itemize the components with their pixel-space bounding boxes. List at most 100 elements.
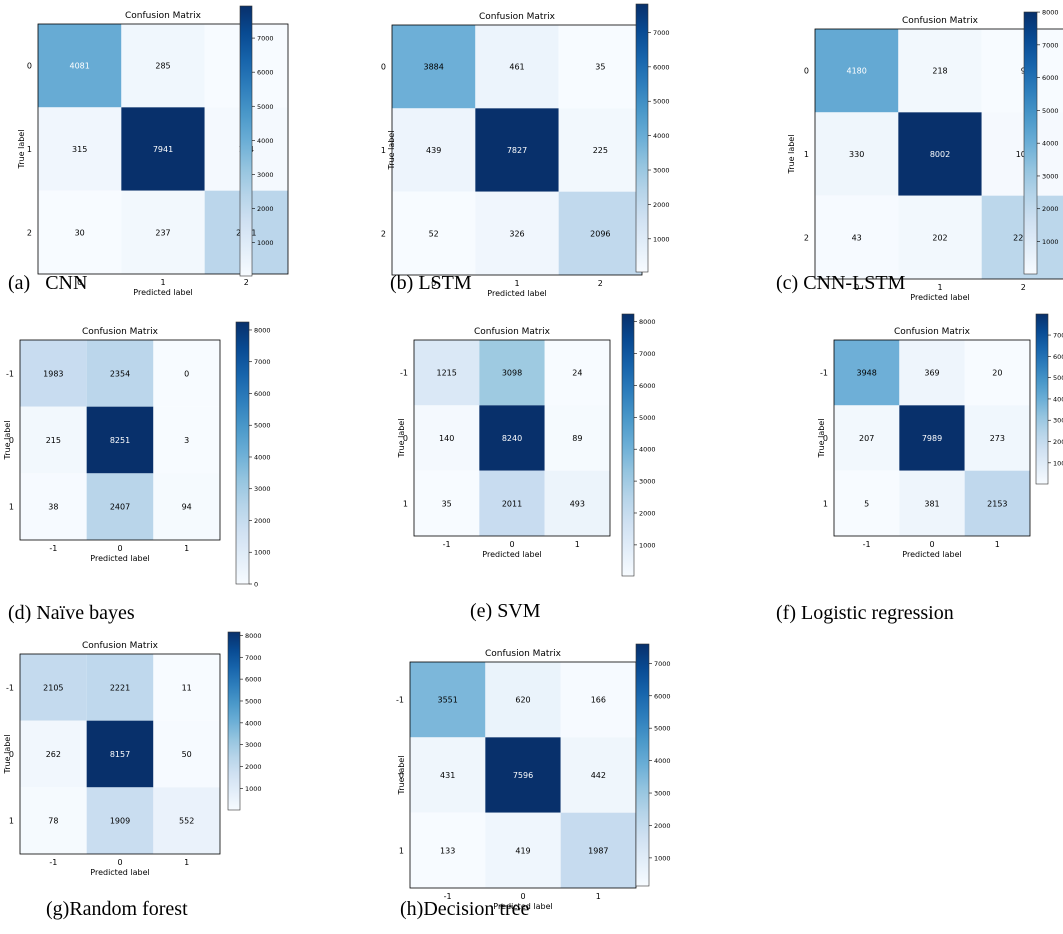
cell-value-label: 493 [570,499,585,508]
cell-value-label: 369 [924,369,939,378]
cell-value-label: 552 [179,817,194,826]
colorbar-tick-label: 1000 [257,239,274,247]
colorbar-tick-label: 7000 [245,654,262,662]
cell-value-label: 52 [429,229,439,238]
colorbar-tick-label: 1000 [245,785,262,793]
matrix-cell [153,720,220,788]
matrix-cell [981,195,1063,279]
colorbar-tick-label: 7000 [1053,332,1063,340]
cell-value-label: 285 [155,62,170,71]
x-tick-label: 0 [117,544,122,553]
x-tick-label: -1 [49,858,57,867]
cell-value-label: 78 [48,817,58,826]
x-tick-label: -1 [444,892,452,901]
x-tick-label: 0 [929,540,934,549]
matrix-cell [560,662,636,738]
matrix-cell [964,340,1030,406]
colorbar-tick-label: 0 [254,581,258,589]
colorbar-tick-label: 2000 [1053,438,1063,446]
matrix-cell [86,473,154,540]
confusion-matrix-chart-8: Confusion Matrix 3551 620 166 431 7596 442 133 4… [396,643,671,911]
y-tick-label: 1 [804,150,809,159]
y-axis-label: True label [817,419,826,459]
x-tick-label: -1 [443,540,451,549]
colorbar-tick-label: 6000 [1053,353,1063,361]
matrix-cell [475,25,559,109]
matrix-cell [485,737,561,813]
matrix-cell [410,662,486,738]
y-tick-label: 1 [27,145,32,154]
colorbar [621,313,635,577]
cell-value-label: 2221 [110,683,130,692]
matrix-cell [410,737,486,813]
colorbar [635,643,650,887]
figure-caption: (c) CNN-LSTM [776,272,906,294]
cell-value-label: 7941 [153,145,173,154]
colorbar-tick-label: 3000 [654,790,671,798]
colorbar-tick-label: 2000 [254,517,271,525]
matrix-cell [558,191,642,275]
cell-value-label: 4081 [69,62,89,71]
matrix-frame [413,339,611,537]
colorbar-tick-label: 3000 [653,167,670,175]
matrix-cell [899,470,965,536]
y-tick-label: 1 [403,499,408,508]
x-tick-label: 0 [509,540,514,549]
y-tick-label: -1 [820,369,828,378]
y-tick-label: 0 [381,63,386,72]
colorbar-tick-label: 5000 [1042,107,1059,115]
x-axis-label: Predicted label [910,293,969,302]
cell-value-label: 202 [932,233,947,242]
colorbar-tick-label: 4000 [654,757,671,765]
cell-value-label: 315 [72,145,87,154]
colorbar [1035,313,1049,485]
figure-caption: (b) LSTM [390,272,472,294]
matrix-cell [815,112,899,196]
cell-value-label: 461 [509,63,524,72]
x-tick-label: -1 [863,540,871,549]
matrix-cell [898,29,982,113]
matrix-cell [121,107,205,191]
matrix-cell [153,340,220,407]
y-tick-label: 0 [27,62,32,71]
figure-caption: (h)Decision tree [400,898,530,920]
y-tick-label: 2 [381,229,386,238]
x-tick-label: 2 [598,279,603,288]
x-axis-label: Predicted label [902,550,961,559]
colorbar-tick-label: 1000 [653,235,670,243]
confusion-matrix-chart-1: Confusion Matrix408128521315794115430237… [17,5,289,297]
matrix-cell [414,405,480,471]
colorbar-tick-label: 6000 [245,676,262,684]
y-tick-label: 0 [399,771,404,780]
colorbar-tick-label: 3000 [1053,417,1063,425]
matrix-cell [392,25,476,109]
chart-title: Confusion Matrix [82,641,159,651]
matrix-cell [121,24,205,108]
cell-value-label: 166 [591,696,606,705]
matrix-cell [899,340,965,406]
matrix-frame [814,28,1063,280]
chart-title: Confusion Matrix [902,16,979,26]
colorbar-tick-label: 5000 [653,98,670,106]
chart-title: Confusion Matrix [485,649,562,659]
x-tick-label: 1 [184,858,189,867]
cell-value-label: 326 [509,229,524,238]
cell-value-label: 1983 [43,369,63,378]
cell-value-label: 3098 [502,369,522,378]
y-tick-label: 0 [9,750,14,759]
confusion-matrix-chart-2: Confusion Matrix 3884 461 35 439 7827 225 52 326… [381,3,670,298]
cell-value-label: 381 [924,499,939,508]
colorbar-tick-label: 5000 [1053,374,1063,382]
colorbar-tick-label: 6000 [653,63,670,71]
colorbar-tick-label: 7000 [654,660,671,668]
x-tick-label: 1 [575,540,580,549]
cell-value-label: 24 [572,369,582,378]
matrix-cell [20,720,87,788]
colorbar-tick-label: 4000 [639,446,656,454]
colorbar-tick-label: 4000 [254,453,271,461]
x-tick-label: 1 [184,544,189,553]
colorbar-tick-label: 1000 [1053,459,1063,467]
cell-value-label: 11 [182,683,192,692]
